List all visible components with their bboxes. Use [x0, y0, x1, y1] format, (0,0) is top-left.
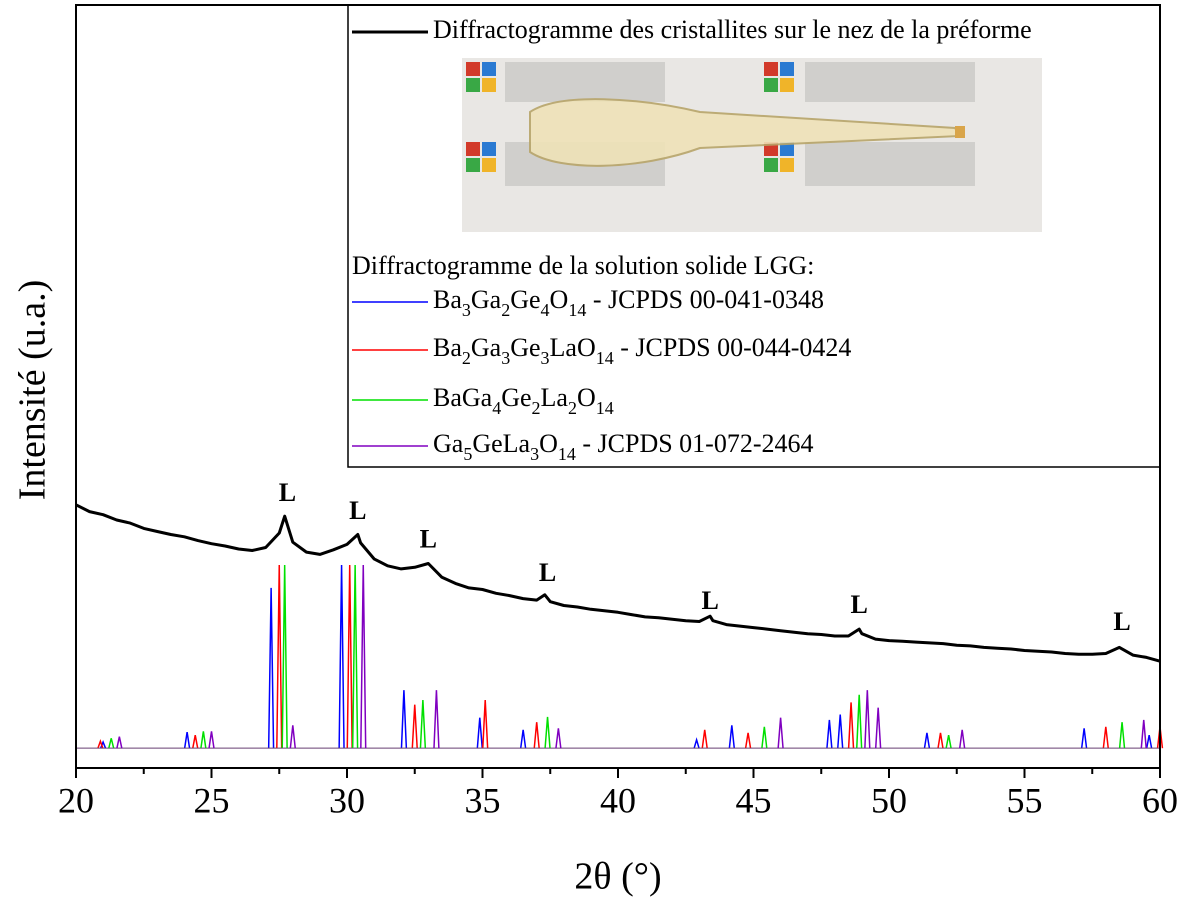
peak-annotation: L: [279, 478, 296, 507]
legend-label: Ba2Ga3Ge3LaO14 - JCPDS 00-044-0424: [433, 333, 851, 368]
reference-peak: [97, 739, 104, 749]
x-tick-label: 50: [871, 780, 907, 820]
reference-peak: [183, 732, 191, 749]
reference-peak: [346, 565, 353, 749]
reference-peak: [419, 700, 427, 749]
reference-peak: [1145, 735, 1153, 749]
reference-peak: [281, 565, 288, 749]
legend-label: Ba3Ga2Ge4O14 - JCPDS 00-041-0348: [433, 285, 824, 320]
reference-peak: [847, 702, 855, 749]
x-tick-label: 60: [1142, 780, 1178, 820]
x-tick-label: 45: [736, 780, 772, 820]
peak-annotation: L: [349, 496, 366, 525]
reference-peak: [200, 731, 207, 749]
x-tick-label: 25: [194, 780, 230, 820]
legend-title: Diffractogramme de la solution solide LG…: [352, 251, 814, 280]
legend: Diffractogramme des cristallites sur le …: [347, 4, 1161, 468]
legend-label: Diffractogramme des cristallites sur le …: [433, 15, 1032, 44]
reference-peak: [351, 565, 359, 749]
x-tick-label: 35: [465, 780, 501, 820]
legend-label: BaGa4Ge2La2O14: [433, 383, 614, 418]
reference-peak: [1102, 726, 1109, 749]
reference-peak: [533, 722, 540, 749]
reference-peak: [360, 565, 367, 749]
reference-peak: [958, 729, 966, 749]
reference-peak: [728, 725, 736, 749]
peak-annotation: L: [539, 558, 556, 587]
legend-box: [347, 4, 1161, 468]
x-tick-label: 40: [600, 780, 636, 820]
reference-peak: [482, 700, 489, 749]
reference-peak: [555, 728, 562, 749]
reference-peak: [289, 725, 296, 749]
reference-peak: [1118, 722, 1126, 749]
reference-peak: [116, 736, 123, 749]
peak-annotation: L: [420, 524, 437, 553]
reference-peak: [400, 690, 408, 749]
reference-peak: [701, 729, 708, 749]
legend-label: Ga5GeLa3O14 - JCPDS 01-072-2464: [433, 429, 814, 464]
reference-peak: [433, 690, 440, 749]
measured-line: [75, 503, 1161, 663]
reference-peak: [108, 738, 115, 749]
reference-peak: [777, 717, 784, 749]
reference-peak: [338, 565, 345, 749]
x-tick-label: 30: [329, 780, 365, 820]
reference-peak: [544, 716, 551, 749]
reference-peak: [856, 694, 863, 749]
y-axis-label: Intensité (u.a.): [12, 280, 54, 501]
reference-peak: [192, 735, 199, 749]
photo: [462, 58, 1042, 232]
x-tick-label: 20: [58, 780, 94, 820]
reference-peak: [1140, 719, 1147, 749]
reference-peak: [476, 717, 483, 749]
reference-peak: [837, 714, 844, 749]
peak-annotation: L: [701, 586, 718, 615]
reference-peak: [693, 737, 700, 749]
reference-peak: [937, 732, 944, 749]
x-tick-label: 55: [1007, 780, 1043, 820]
reference-peak: [267, 587, 275, 749]
reference-peak: [276, 565, 283, 749]
reference-peak: [826, 719, 833, 749]
reference-peak: [744, 732, 752, 749]
x-axis-label: 2θ (°): [574, 856, 661, 898]
reference-peak: [1080, 728, 1088, 749]
peak-annotation: L: [851, 590, 868, 619]
reference-peak: [411, 704, 418, 749]
reference-peak: [208, 731, 215, 749]
reference-peak: [864, 690, 871, 749]
reference-peak: [874, 707, 882, 749]
reference-peak: [945, 735, 952, 749]
reference-peak: [761, 726, 768, 749]
peak-annotation: L: [1113, 607, 1130, 636]
reference-peak: [519, 729, 527, 749]
reference-peak: [923, 732, 931, 749]
